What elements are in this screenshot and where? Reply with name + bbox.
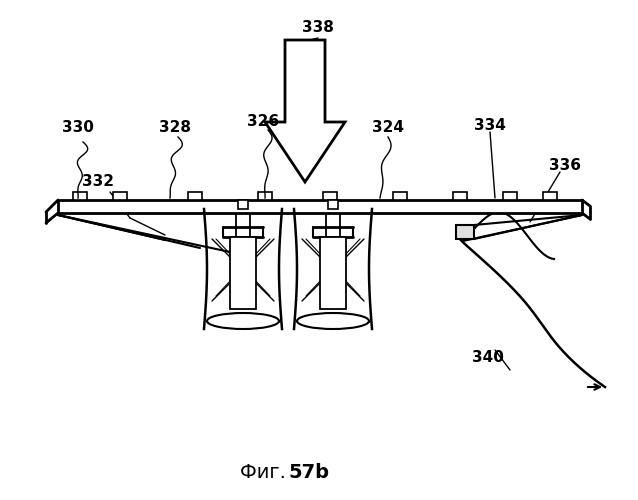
Text: 334: 334 (474, 118, 506, 132)
Polygon shape (230, 237, 256, 309)
Polygon shape (320, 237, 346, 309)
Ellipse shape (207, 313, 279, 329)
Polygon shape (456, 225, 474, 239)
Polygon shape (393, 192, 407, 200)
Polygon shape (265, 40, 345, 182)
Ellipse shape (297, 313, 369, 329)
Text: 336: 336 (549, 158, 581, 172)
Polygon shape (58, 200, 582, 213)
Polygon shape (453, 192, 467, 200)
Polygon shape (188, 192, 202, 200)
Polygon shape (543, 192, 557, 200)
Text: Фиг.: Фиг. (240, 462, 292, 481)
Text: 328: 328 (159, 120, 191, 136)
Polygon shape (238, 200, 248, 209)
Polygon shape (323, 192, 337, 200)
Text: 57b: 57b (288, 462, 329, 481)
Polygon shape (328, 200, 338, 209)
Polygon shape (73, 192, 87, 200)
Text: 330: 330 (62, 120, 94, 136)
Text: 324: 324 (372, 120, 404, 136)
Polygon shape (113, 192, 127, 200)
Polygon shape (503, 192, 517, 200)
Text: 326: 326 (247, 114, 279, 130)
Polygon shape (258, 192, 272, 200)
Text: 332: 332 (82, 174, 114, 190)
Text: 338: 338 (302, 20, 334, 36)
Text: 340: 340 (472, 350, 504, 364)
